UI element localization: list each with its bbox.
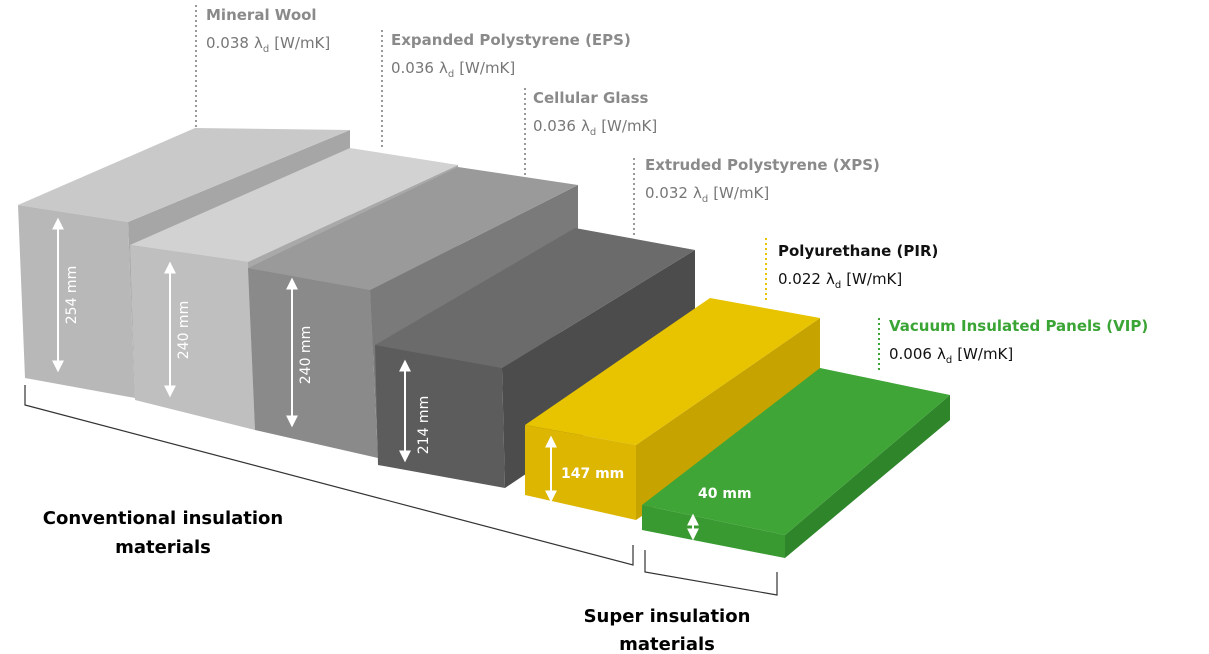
unit: [W/mK] — [459, 59, 515, 77]
lambda-symbol: λ — [937, 345, 946, 363]
thickness-label: 40 mm — [698, 486, 752, 502]
thickness-label: 214 mm — [416, 396, 432, 454]
thickness-label: 240 mm — [298, 326, 314, 384]
material-name: Extruded Polystyrene (XPS) — [645, 156, 880, 174]
lambda-subscript: d — [263, 44, 269, 55]
super-bracket — [645, 550, 777, 595]
group-label: materials — [115, 537, 211, 558]
insulation-diagram: 254 mm 240 mm 240 mm 214 mm 147 mm 40 mm Mine… — [0, 0, 1209, 654]
lambda-value: 0.036 λd [W/mK] — [391, 59, 515, 80]
lambda-symbol: λ — [581, 117, 590, 135]
thickness-label: 254 mm — [64, 266, 80, 324]
lambda-subscript: d — [946, 355, 952, 366]
material-name: Expanded Polystyrene (EPS) — [391, 31, 631, 49]
unit: [W/mK] — [601, 117, 657, 135]
group-label: Conventional insulation — [43, 508, 283, 529]
unit: [W/mK] — [713, 184, 769, 202]
lambda-value: 0.032 λd [W/mK] — [645, 184, 769, 205]
lambda-value: 0.022 λd [W/mK] — [778, 270, 902, 291]
lambda-number: 0.036 — [391, 59, 434, 77]
block-front — [130, 245, 255, 430]
lambda-number: 0.038 — [206, 34, 249, 52]
unit: [W/mK] — [846, 270, 902, 288]
block-front — [375, 345, 505, 488]
material-name: Mineral Wool — [206, 6, 317, 24]
group-label: materials — [619, 634, 715, 654]
lambda-symbol: λ — [439, 59, 448, 77]
boxes: 254 mm 240 mm 240 mm 214 mm 147 mm 40 mm — [18, 128, 950, 558]
lambda-number: 0.032 — [645, 184, 688, 202]
lambda-value: 0.036 λd [W/mK] — [533, 117, 657, 138]
lambda-subscript: d — [590, 127, 596, 138]
lambda-symbol: λ — [826, 270, 835, 288]
lambda-number: 0.006 — [889, 345, 932, 363]
material-name: Cellular Glass — [533, 89, 649, 107]
lambda-symbol: λ — [693, 184, 702, 202]
lambda-subscript: d — [702, 194, 708, 205]
lambda-subscript: d — [448, 69, 454, 80]
unit: [W/mK] — [274, 34, 330, 52]
lambda-subscript: d — [835, 280, 841, 291]
lambda-symbol: λ — [254, 34, 263, 52]
lambda-value: 0.006 λd [W/mK] — [889, 345, 1013, 366]
thickness-label: 240 mm — [176, 301, 192, 359]
lambda-value: 0.038 λd [W/mK] — [206, 34, 330, 55]
group-label: Super insulation — [584, 606, 751, 627]
material-name: Vacuum Insulated Panels (VIP) — [889, 317, 1148, 335]
lambda-number: 0.036 — [533, 117, 576, 135]
unit: [W/mK] — [957, 345, 1013, 363]
thickness-label: 147 mm — [561, 466, 624, 482]
lambda-number: 0.022 — [778, 270, 821, 288]
material-name: Polyurethane (PIR) — [778, 242, 938, 260]
